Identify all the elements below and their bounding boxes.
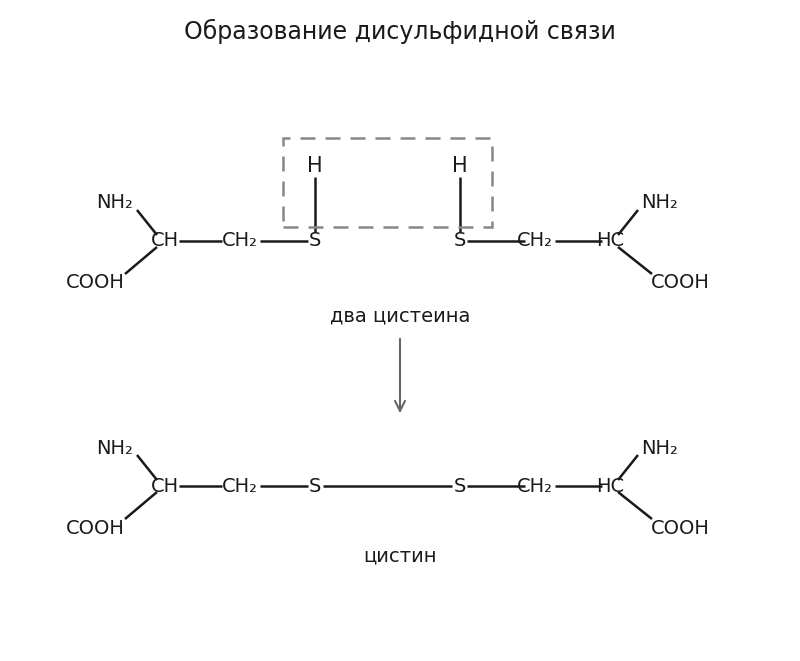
Text: Образование дисульфидной связи: Образование дисульфидной связи	[184, 19, 616, 44]
Text: HC: HC	[596, 477, 624, 496]
Text: два цистеина: два цистеина	[330, 307, 470, 325]
Text: S: S	[309, 477, 321, 496]
Text: CH₂: CH₂	[517, 231, 553, 251]
Text: HC: HC	[596, 231, 624, 251]
Text: цистин: цистин	[363, 547, 437, 566]
Text: CH₂: CH₂	[222, 477, 258, 496]
Text: NH₂: NH₂	[97, 194, 134, 212]
Text: H: H	[452, 156, 468, 176]
Text: NH₂: NH₂	[97, 438, 134, 457]
Text: COOH: COOH	[66, 274, 125, 293]
Text: COOH: COOH	[66, 518, 125, 537]
Text: NH₂: NH₂	[642, 194, 678, 212]
Text: CH: CH	[151, 231, 179, 251]
Text: H: H	[307, 156, 323, 176]
Text: S: S	[454, 477, 466, 496]
Text: CH: CH	[151, 477, 179, 496]
Text: S: S	[309, 231, 321, 251]
Text: CH₂: CH₂	[517, 477, 553, 496]
Text: S: S	[454, 231, 466, 251]
Text: COOH: COOH	[650, 274, 710, 293]
Text: COOH: COOH	[650, 518, 710, 537]
Text: CH₂: CH₂	[222, 231, 258, 251]
Text: NH₂: NH₂	[642, 438, 678, 457]
Bar	[283, 138, 492, 227]
